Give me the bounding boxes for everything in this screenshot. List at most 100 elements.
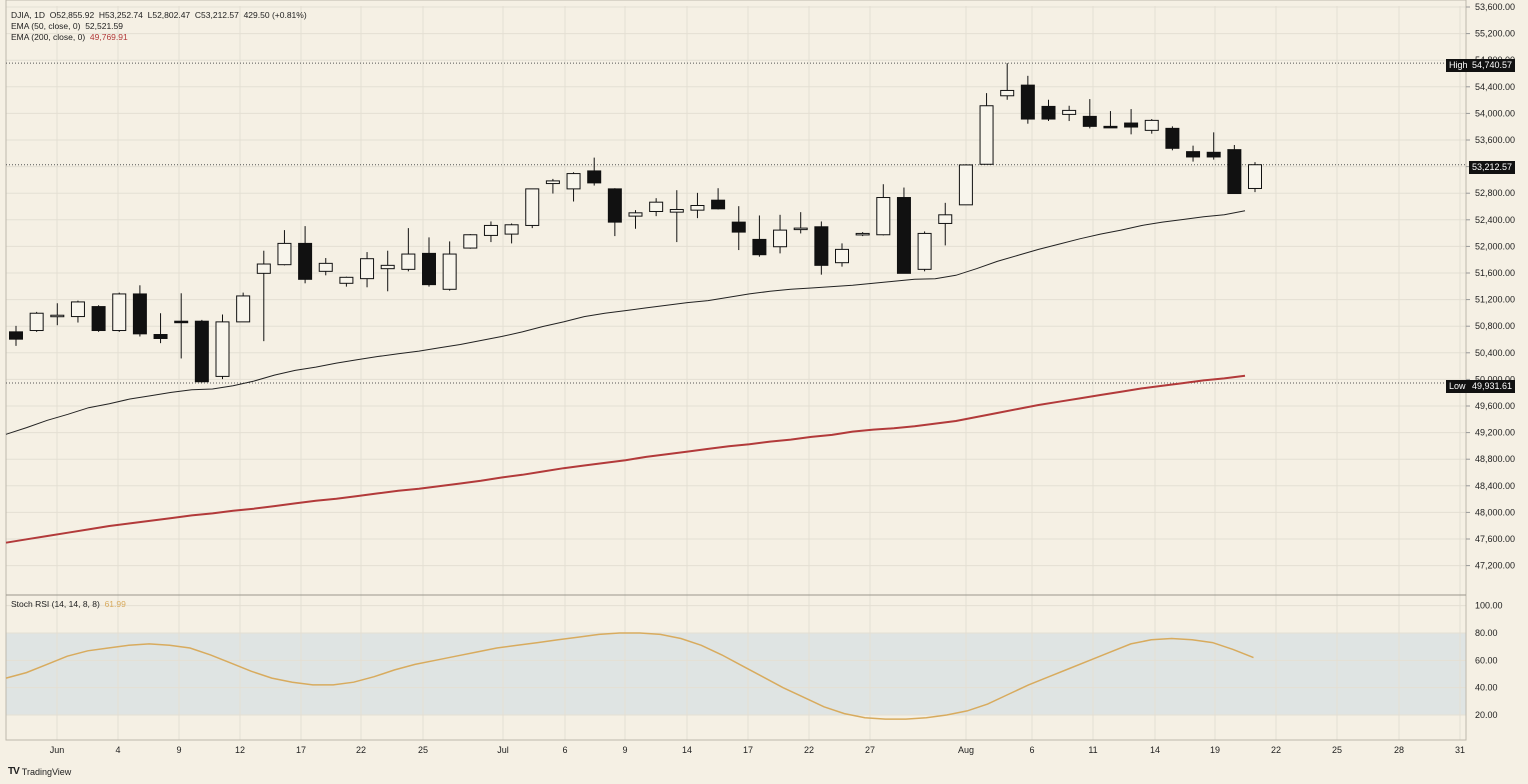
candle-body bbox=[566, 173, 581, 190]
time-tick-label: 14 bbox=[682, 745, 692, 755]
candle-body bbox=[793, 227, 808, 231]
candle-body bbox=[1165, 127, 1180, 149]
price-tick-label: 54,000.00 bbox=[1475, 108, 1515, 118]
candle-body bbox=[1062, 109, 1077, 115]
candle-body bbox=[132, 293, 147, 335]
ema50-legend[interactable]: EMA (50, close, 0) 52,521.59 bbox=[11, 21, 123, 32]
stoch-tick-label: 20.00 bbox=[1475, 710, 1498, 720]
candle-body bbox=[752, 238, 767, 256]
candle-body bbox=[1186, 151, 1201, 158]
ema200-legend[interactable]: EMA (200, close, 0) 49,769.91 bbox=[11, 32, 128, 43]
high-value: H53,252.74 bbox=[98, 10, 143, 20]
high-label-tag: High bbox=[1446, 59, 1471, 72]
price-tick-label: 50,400.00 bbox=[1475, 348, 1515, 358]
candle-body bbox=[1124, 122, 1139, 128]
time-tick-label: 28 bbox=[1394, 745, 1404, 755]
price-tick-label: 48,800.00 bbox=[1475, 454, 1515, 464]
price-tick-label: 54,400.00 bbox=[1475, 82, 1515, 92]
price-tick-label: 49,600.00 bbox=[1475, 401, 1515, 411]
time-tick-label: 11 bbox=[1088, 745, 1097, 755]
candle-body bbox=[256, 263, 271, 274]
candle-body bbox=[318, 262, 333, 272]
time-tick-label: 22 bbox=[1271, 745, 1281, 755]
time-tick-label: 4 bbox=[115, 745, 120, 755]
candle-body bbox=[731, 221, 746, 233]
candle-body bbox=[876, 197, 891, 236]
candle-body bbox=[91, 306, 106, 332]
tradingview-footer[interactable]: TV TradingView bbox=[8, 766, 71, 777]
candle-body bbox=[979, 105, 994, 165]
candle-body bbox=[525, 188, 540, 226]
candle-body bbox=[773, 229, 788, 248]
price-tick-label: 47,600.00 bbox=[1475, 534, 1515, 544]
candle-body bbox=[401, 253, 416, 270]
candle-body bbox=[70, 301, 85, 318]
symbol-legend: DJIA, 1D O52,855.92 H53,252.74 L52,802.4… bbox=[11, 10, 307, 21]
candle-body bbox=[1227, 149, 1242, 195]
time-tick-label: Aug bbox=[958, 745, 974, 755]
time-tick-label: 25 bbox=[418, 745, 428, 755]
candle-body bbox=[835, 248, 849, 264]
candle-body bbox=[669, 208, 684, 213]
stoch-tick-label: 60.00 bbox=[1475, 655, 1498, 665]
time-tick-label: 6 bbox=[1029, 745, 1034, 755]
candle-body bbox=[545, 180, 560, 185]
stoch-rsi-line bbox=[5, 632, 1254, 720]
price-tick-label: 50,000.00 bbox=[1475, 374, 1515, 384]
candle-body bbox=[29, 312, 44, 332]
price-tick-label: 53,600.00 bbox=[1475, 2, 1515, 12]
candle-body bbox=[360, 258, 375, 280]
tradingview-brand: TradingView bbox=[21, 766, 72, 777]
candle-body bbox=[153, 334, 168, 340]
time-tick-label: 22 bbox=[804, 745, 814, 755]
stoch-legend[interactable]: Stoch RSI (14, 14, 8, 8) 61.99 bbox=[11, 599, 126, 610]
candle-body bbox=[917, 232, 932, 270]
candle-body bbox=[215, 321, 230, 377]
price-tick-label: 49,200.00 bbox=[1475, 428, 1515, 438]
candle-body bbox=[1103, 125, 1118, 129]
candle-body bbox=[463, 234, 478, 249]
candle-body bbox=[50, 314, 65, 318]
time-tick-label: 6 bbox=[562, 745, 567, 755]
candle-body bbox=[1000, 89, 1015, 97]
symbol-name: DJIA, 1D bbox=[11, 10, 46, 20]
candle-body bbox=[339, 276, 354, 284]
time-tick-label: 12 bbox=[235, 745, 245, 755]
change-value: 429.50 (+0.81%) bbox=[243, 10, 307, 20]
candle-body bbox=[855, 232, 870, 236]
price-tick-label: 47,200.00 bbox=[1475, 561, 1515, 571]
candle-body bbox=[690, 205, 705, 211]
candle-body bbox=[1020, 84, 1035, 120]
candle-body bbox=[1041, 105, 1056, 120]
current-price-tag: 53,212.57 bbox=[1469, 161, 1516, 174]
price-tick-label: 48,400.00 bbox=[1475, 481, 1515, 491]
ema50-label: EMA (50, close, 0) bbox=[11, 21, 81, 31]
price-tick-label: 52,000.00 bbox=[1475, 241, 1515, 251]
price-tick-label: 55,200.00 bbox=[1475, 29, 1515, 39]
stoch-tick-label: 80.00 bbox=[1475, 628, 1498, 638]
candle-body bbox=[277, 242, 292, 266]
low-price-tag: 49,931.61 bbox=[1469, 380, 1516, 393]
price-tick-label: 52,800.00 bbox=[1475, 188, 1515, 198]
tradingview-logo-icon: TV bbox=[8, 766, 20, 777]
time-tick-label: 27 bbox=[865, 745, 875, 755]
candle-body bbox=[814, 226, 829, 266]
candle-body bbox=[938, 214, 953, 224]
time-tick-label: 25 bbox=[1332, 745, 1342, 755]
stoch-label: Stoch RSI (14, 14, 8, 8) bbox=[11, 599, 100, 609]
candle-body bbox=[649, 201, 664, 212]
price-tick-label: 48,000.00 bbox=[1475, 507, 1515, 517]
candle-body bbox=[298, 242, 313, 280]
time-tick-label: 19 bbox=[1210, 745, 1220, 755]
candle-body bbox=[194, 320, 209, 383]
ema200-label: EMA (200, close, 0) bbox=[11, 32, 86, 42]
time-tick-label: 17 bbox=[743, 745, 753, 755]
candle-body bbox=[112, 293, 127, 332]
candle-body bbox=[896, 197, 911, 274]
stoch-band bbox=[6, 633, 1466, 715]
time-tick-label: 9 bbox=[176, 745, 181, 755]
candle-body bbox=[483, 224, 498, 236]
low-label-tag: Low bbox=[1446, 380, 1469, 393]
price-tick-label: 52,400.00 bbox=[1475, 215, 1515, 225]
